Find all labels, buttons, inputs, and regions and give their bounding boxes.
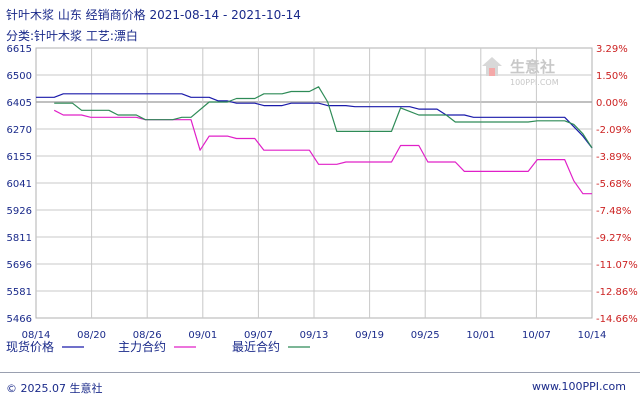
x-tick-label: 09/07 [244, 330, 273, 341]
main-contract-line [53, 109, 592, 195]
footer-divider [0, 372, 640, 373]
y2-tick-label: -9.27% [596, 233, 631, 244]
x-tick-label: 10/07 [522, 330, 551, 341]
spot-price-line [36, 93, 593, 149]
y2-tick-label: -5.68% [596, 179, 631, 190]
watermark: 生意社 100PPI.COM [482, 57, 559, 87]
y-tick-label: 6041 [7, 179, 32, 190]
y2-tick-label: -11.07% [596, 260, 638, 271]
x-tick-label: 08/20 [77, 330, 106, 341]
recent-contract-line [54, 86, 593, 149]
y-tick-label: 5696 [7, 260, 32, 271]
x-tick-label: 10/01 [466, 330, 495, 341]
series-layer [36, 86, 593, 195]
y-tick-label: 6615 [7, 44, 32, 55]
x-tick-label: 09/19 [355, 330, 384, 341]
legend: 现货价格 主力合约 最近合约 [6, 339, 310, 354]
y-tick-label: 5811 [7, 233, 32, 244]
legend-label: 最近合约 [232, 339, 280, 354]
watermark-name: 生意社 [510, 58, 555, 76]
site-link[interactable]: www.100PPI.com [532, 380, 626, 393]
grid-lines [35, 47, 593, 319]
y-tick-label: 5926 [7, 206, 32, 217]
y-tick-label: 6155 [7, 152, 32, 163]
y2-tick-label: -3.89% [596, 152, 631, 163]
copyright-text: © 2025.07 生意社 [6, 382, 103, 395]
y2-tick-label: -12.86% [596, 287, 638, 298]
axis-labels: 6615 3.29% 6500 1.50% 6405 0.00% 6270 -2.09% 615… [7, 44, 638, 341]
x-tick-label: 10/14 [578, 330, 607, 341]
y2-tick-label: -2.09% [596, 125, 631, 136]
x-tick-label: 09/25 [411, 330, 440, 341]
watermark-url: 100PPI.COM [510, 78, 559, 87]
y2-tick-label: 1.50% [596, 71, 628, 82]
x-tick-label: 09/01 [188, 330, 217, 341]
legend-label: 主力合约 [118, 339, 166, 354]
y2-tick-label: 3.29% [596, 44, 628, 55]
y2-tick-label: 0.00% [596, 98, 628, 109]
x-tick-label: 08/26 [133, 330, 162, 341]
100ppi-logo-icon [482, 57, 502, 76]
y-tick-label: 5581 [7, 287, 32, 298]
chart-title: 针叶木浆 山东 经销商价格 2021-08-14 - 2021-10-14 [6, 8, 301, 22]
x-tick-label: 09/13 [300, 330, 329, 341]
y2-tick-label: -7.48% [596, 206, 631, 217]
y-tick-label: 6405 [7, 98, 32, 109]
chart-subtitle: 分类:针叶木浆 工艺:漂白 [6, 29, 138, 43]
y-tick-label: 6500 [7, 71, 32, 82]
legend-label: 现货价格 [6, 339, 54, 354]
y2-tick-label: -14.66% [596, 314, 638, 325]
y-tick-label: 5466 [7, 314, 32, 325]
y-tick-label: 6270 [7, 125, 32, 136]
x-tick-label: 08/14 [22, 330, 51, 341]
